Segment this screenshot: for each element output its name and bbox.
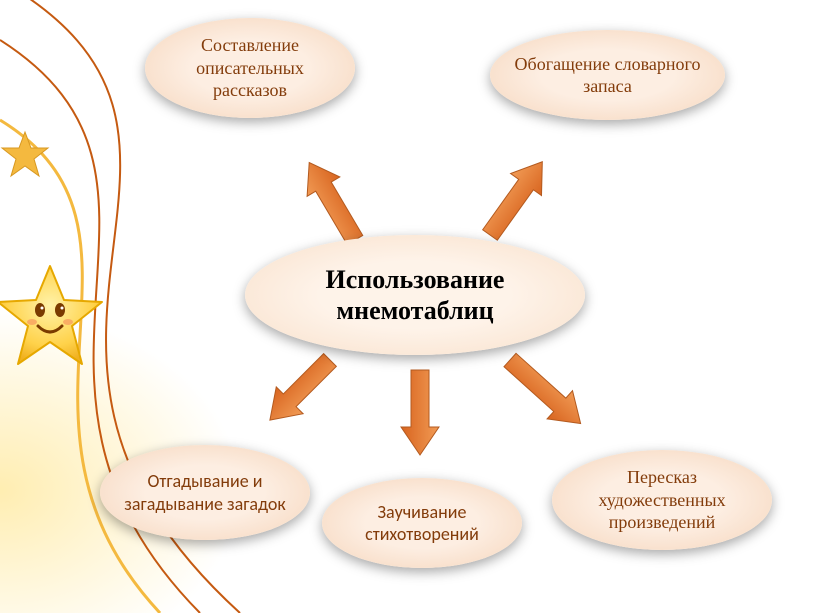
center-node: Использование мнемотаблиц (245, 235, 585, 355)
node-retell-label: Пересказ художественных произведений (572, 466, 752, 534)
arrow-to-poems (401, 370, 439, 455)
arrow-to-retell (497, 346, 593, 438)
arrow-to-vocab (475, 151, 558, 246)
node-vocab: Обогащение словарного запаса (490, 30, 725, 120)
node-poems: Заучивание стихотворений (322, 478, 522, 568)
node-riddles: Отгадывание и загадывание загадок (100, 445, 310, 540)
node-compose-label: Составление описательных рассказов (165, 34, 335, 102)
node-poems-label: Заучивание стихотворений (342, 501, 502, 546)
node-vocab-label: Обогащение словарного запаса (510, 53, 705, 98)
node-retell: Пересказ художественных произведений (552, 450, 772, 550)
arrow-to-compose (293, 153, 372, 250)
star-character-icon (0, 260, 110, 380)
node-compose: Составление описательных рассказов (145, 18, 355, 118)
small-star-icon (0, 130, 50, 180)
node-riddles-label: Отгадывание и загадывание загадок (120, 470, 290, 515)
arrow-to-riddles (256, 347, 343, 434)
center-node-label: Использование мнемотаблиц (265, 264, 565, 326)
